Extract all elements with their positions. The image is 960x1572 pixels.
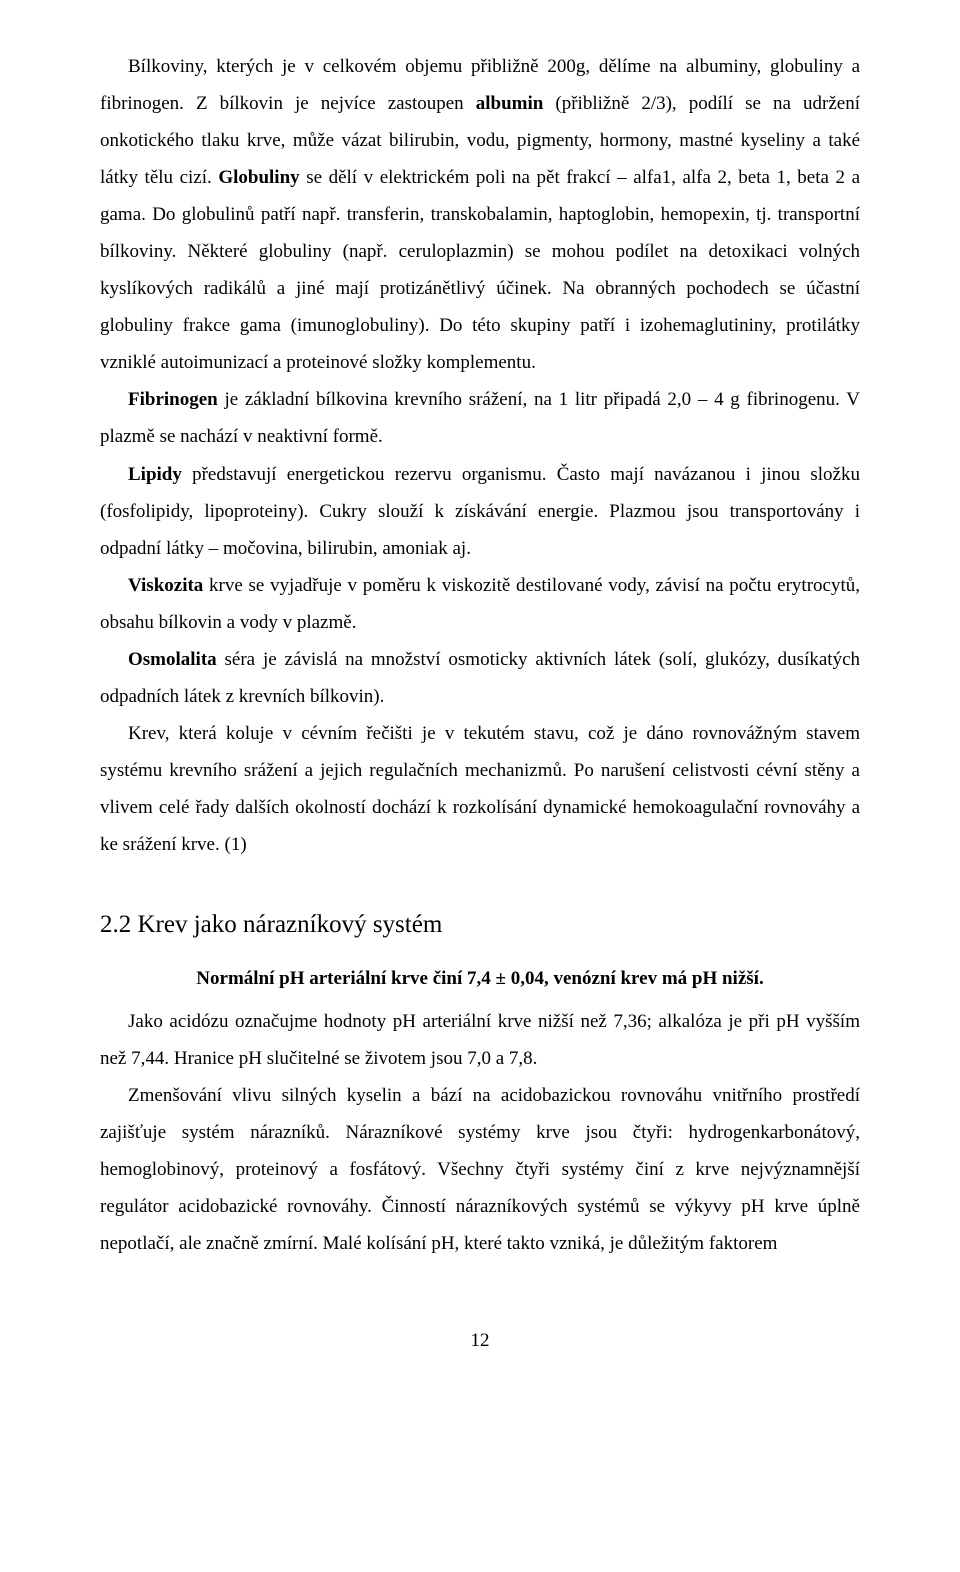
text: se dělí v elektrickém poli na pět frakcí… bbox=[100, 167, 860, 373]
bold-lipidy: Lipidy bbox=[128, 464, 182, 485]
page-number: 12 bbox=[100, 1322, 860, 1359]
document-page: Bílkoviny, kterých je v celkovém objemu … bbox=[0, 0, 960, 1572]
text: představují energetickou rezervu organis… bbox=[100, 464, 860, 559]
paragraph-8: Zmenšování vlivu silných kyselin a bází … bbox=[100, 1077, 860, 1262]
bold-viskozita: Viskozita bbox=[128, 575, 203, 596]
bold-statement: Normální pH arteriální krve činí 7,4 ± 0… bbox=[100, 960, 860, 997]
bold-osmolalita: Osmolalita bbox=[128, 649, 217, 670]
paragraph-5: Osmolalita séra je závislá na množství o… bbox=[100, 641, 860, 715]
paragraph-3: Lipidy představují energetickou rezervu … bbox=[100, 456, 860, 567]
paragraph-4: Viskozita krve se vyjadřuje v poměru k v… bbox=[100, 567, 860, 641]
bold-globuliny: Globuliny bbox=[218, 167, 299, 188]
paragraph-2: Fibrinogen je základní bílkovina krevníh… bbox=[100, 381, 860, 455]
bold-fibrinogen: Fibrinogen bbox=[128, 389, 218, 410]
paragraph-6: Krev, která koluje v cévním řečišti je v… bbox=[100, 715, 860, 863]
paragraph-1: Bílkoviny, kterých je v celkovém objemu … bbox=[100, 48, 860, 381]
paragraph-7: Jako acidózu označujme hodnoty pH arteri… bbox=[100, 1003, 860, 1077]
text: krve se vyjadřuje v poměru k viskozitě d… bbox=[100, 575, 860, 633]
section-heading: 2.2 Krev jako nárazníkový systém bbox=[100, 901, 860, 950]
bold-albumin: albumin bbox=[476, 93, 544, 114]
